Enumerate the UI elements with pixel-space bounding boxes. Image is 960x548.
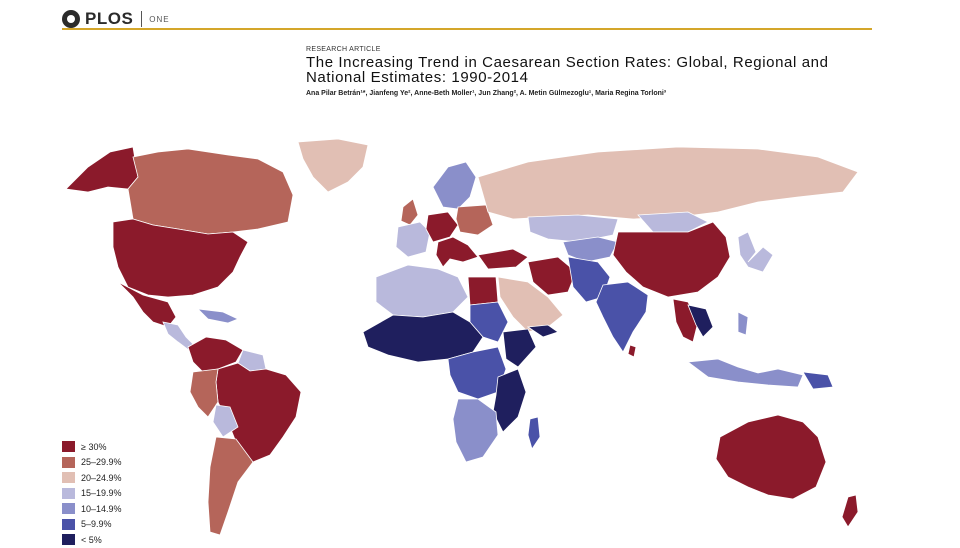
legend-item: 10–14.9% xyxy=(62,501,122,517)
legend-swatch xyxy=(62,503,75,515)
legend-label: 25–29.9% xyxy=(81,457,122,468)
article-kicker: RESEARCH ARTICLE xyxy=(306,46,381,53)
australia-region xyxy=(715,414,827,500)
horn-of-africa-region xyxy=(502,328,537,368)
map-legend: ≥ 30% 25–29.9% 20–24.9% 15–19.9% 10–14.9… xyxy=(62,439,122,548)
east-africa-region xyxy=(492,368,527,433)
legend-label: 15–19.9% xyxy=(81,488,122,499)
southern-cone-region xyxy=(207,436,254,536)
india-region xyxy=(595,281,649,353)
bolivia-region xyxy=(212,404,239,438)
mongolia-region xyxy=(637,211,709,233)
legend-item: ≥ 30% xyxy=(62,439,122,455)
yemen-oman-region xyxy=(526,324,559,338)
central-asia-region xyxy=(562,236,619,263)
sri-lanka-region xyxy=(627,344,637,358)
logo-text: PLOS xyxy=(85,9,134,28)
usa-region xyxy=(112,218,249,298)
header-rule xyxy=(62,28,872,30)
venezuela-colombia-region xyxy=(187,336,244,373)
sudan-region xyxy=(469,301,509,343)
korea-japan-region xyxy=(737,231,774,273)
article-header: RESEARCH ARTICLE The Increasing Trend in… xyxy=(306,46,866,98)
madagascar-region xyxy=(527,416,541,450)
article-authors: Ana Pilar Betrán¹*, Jianfeng Ye², Anne-B… xyxy=(306,90,667,97)
scandinavia-region xyxy=(432,161,477,210)
legend-swatch xyxy=(62,441,75,453)
peru-region xyxy=(189,368,219,418)
indonesia-region xyxy=(686,358,804,388)
legend-label: 20–24.9% xyxy=(81,472,122,483)
plos-one-masthead: PLOS ONE xyxy=(62,8,170,30)
legend-label: ≥ 30% xyxy=(81,441,107,452)
legend-label: 10–14.9% xyxy=(81,503,122,514)
legend-swatch xyxy=(62,518,75,530)
italy-balkans-region xyxy=(435,236,479,268)
china-region xyxy=(612,221,731,298)
western-europe-region xyxy=(395,221,431,258)
philippines-region xyxy=(737,311,749,336)
southern-africa-region xyxy=(452,398,499,463)
logo-divider xyxy=(141,11,143,27)
central-europe-region xyxy=(425,211,459,243)
legend-label: 5–9.9% xyxy=(81,519,112,530)
caribbean-region xyxy=(196,308,240,324)
indochina-region xyxy=(687,304,714,338)
legend-item: 25–29.9% xyxy=(62,455,122,471)
uk-region xyxy=(400,198,419,226)
legend-item: 15–19.9% xyxy=(62,486,122,502)
canada-region xyxy=(127,148,294,235)
egypt-region xyxy=(467,276,499,306)
png-region xyxy=(802,371,834,390)
legend-swatch xyxy=(62,456,75,468)
turkey-region xyxy=(477,248,529,270)
world-map xyxy=(58,137,900,540)
legend-swatch xyxy=(62,472,75,484)
russia-region xyxy=(477,146,859,220)
legend-item: 5–9.9% xyxy=(62,517,122,533)
world-map-svg xyxy=(65,138,859,536)
iran-region xyxy=(527,256,577,296)
greenland-region xyxy=(297,138,369,193)
legend-swatch xyxy=(62,487,75,499)
article-title: The Increasing Trend in Caesarean Sectio… xyxy=(306,54,829,86)
kazakhstan-region xyxy=(527,214,619,243)
legend-item: 20–24.9% xyxy=(62,470,122,486)
sahel-region xyxy=(362,311,484,363)
plos-logo-icon xyxy=(62,10,80,28)
north-africa-region xyxy=(375,264,469,318)
new-zealand-region xyxy=(841,494,859,528)
alaska-region xyxy=(65,146,139,193)
logo-subtitle: ONE xyxy=(149,14,170,24)
